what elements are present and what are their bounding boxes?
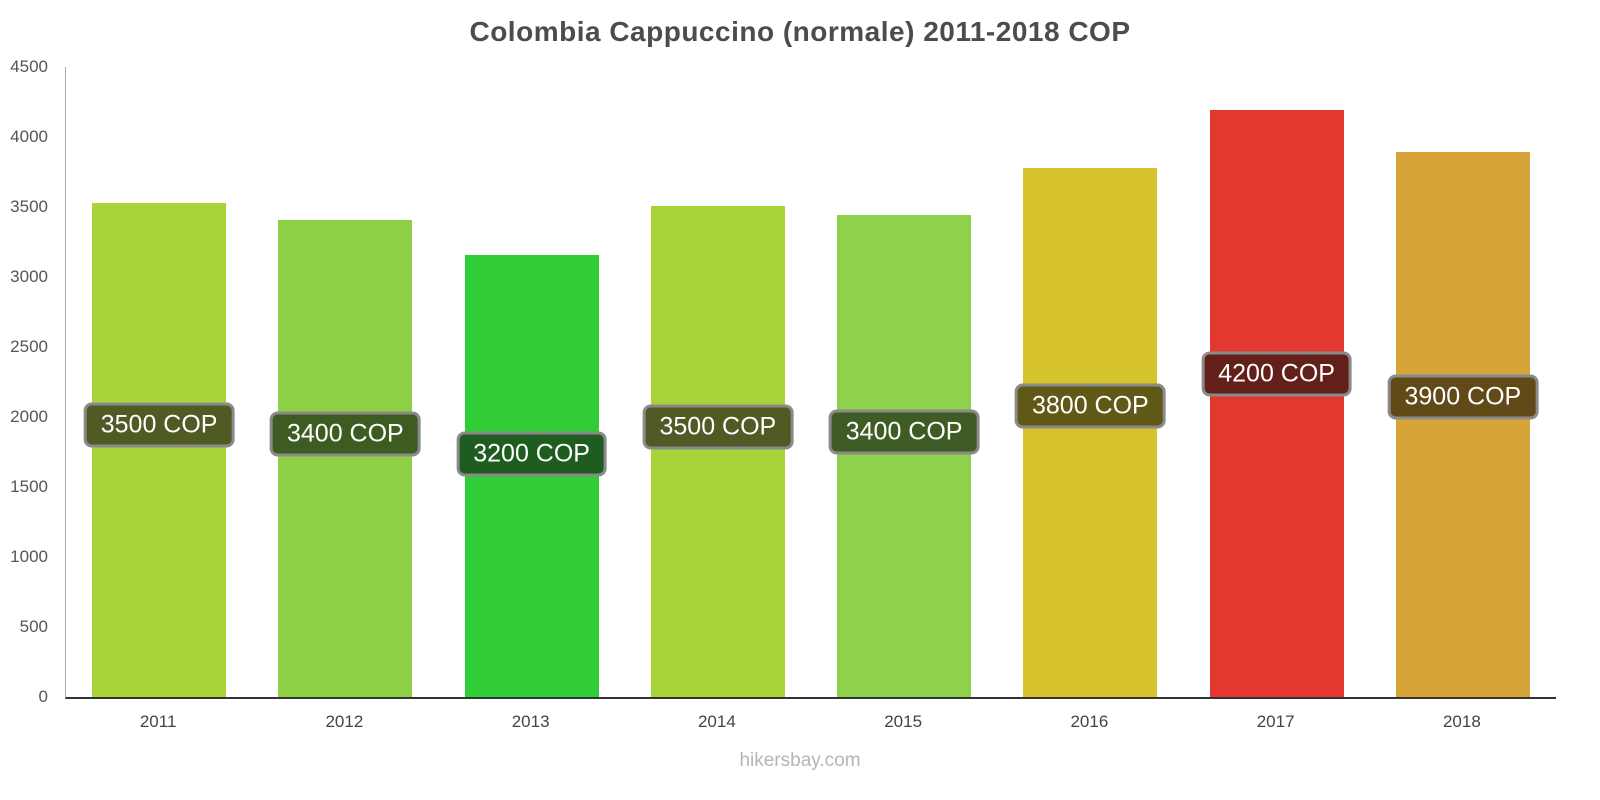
chart-title: Colombia Cappuccino (normale) 2011-2018 … — [469, 16, 1131, 47]
bar-group-2012: 3400 COP — [252, 67, 438, 697]
bar-value-label: 3400 COP — [828, 409, 980, 455]
bar-value-label: 3900 COP — [1387, 374, 1539, 420]
y-tick-label: 0 — [38, 687, 48, 706]
bar-2017: 4200 COP — [1201, 110, 1352, 697]
bar-group-2016: 3800 COP — [997, 67, 1183, 697]
bar-value-label: 4200 COP — [1201, 351, 1352, 397]
footer-watermark: hikersbay.com — [739, 750, 861, 771]
y-tick-label: 500 — [19, 617, 48, 637]
bar-value-label: 3200 COP — [456, 431, 607, 477]
x-tick-label: 2016 — [1070, 712, 1109, 731]
y-tick-label: 1000 — [10, 547, 48, 567]
bar-value-label: 3500 COP — [83, 402, 235, 448]
bar-2016: 3800 COP — [1015, 167, 1166, 697]
bar-2012: 3400 COP — [270, 219, 421, 697]
bar-group-2015: 3400 COP — [811, 67, 997, 697]
y-tick-label: 4500 — [10, 57, 48, 76]
x-tick-label: 2011 — [139, 712, 177, 731]
bar-group-2011: 3500 COP — [66, 67, 252, 697]
y-tick-label: 2500 — [10, 337, 48, 356]
bar-2013: 3200 COP — [456, 254, 607, 697]
bar-group-2017: 4200 COP — [1184, 67, 1370, 697]
bar-2015: 3400 COP — [828, 215, 980, 697]
bar-2018: 3900 COP — [1387, 152, 1539, 697]
x-tick-label: 2012 — [325, 712, 364, 731]
plot-area: 3500 COP 3400 COP 3200 COP 3500 COP 3400 COP… — [65, 67, 1556, 699]
bar-2011: 3500 COP — [83, 202, 235, 697]
x-tick-label: 2018 — [1442, 712, 1481, 731]
bars-row: 3500 COP 3400 COP 3200 COP 3500 COP 3400 COP… — [66, 67, 1556, 697]
x-tick-label: 2013 — [511, 712, 550, 731]
x-tick-label: 2015 — [884, 712, 923, 731]
y-axis: 0 500 1000 1500 2000 2500 3000 3500 4000 4500 — [0, 57, 56, 706]
x-tick-label: 2014 — [697, 712, 736, 731]
x-tick-label: 2017 — [1256, 712, 1295, 731]
bar-group-2013: 3200 COP — [439, 67, 625, 697]
bar-value-label: 3400 COP — [270, 411, 421, 457]
y-tick-label: 1500 — [10, 477, 48, 496]
bar-value-label: 3800 COP — [1015, 383, 1166, 429]
y-tick-label: 3000 — [10, 267, 48, 286]
bar-value-label: 3500 COP — [642, 404, 794, 450]
bar-2014: 3500 COP — [642, 205, 794, 697]
y-tick-label: 4000 — [10, 127, 48, 147]
x-axis-labels: 2011 2012 2013 2014 2015 2016 2017 2018 — [65, 712, 1555, 732]
y-tick-label: 3500 — [10, 197, 48, 216]
bar-group-2014: 3500 COP — [625, 67, 811, 697]
bar-group-2018: 3900 COP — [1370, 67, 1556, 697]
y-tick-label: 2000 — [10, 407, 48, 427]
